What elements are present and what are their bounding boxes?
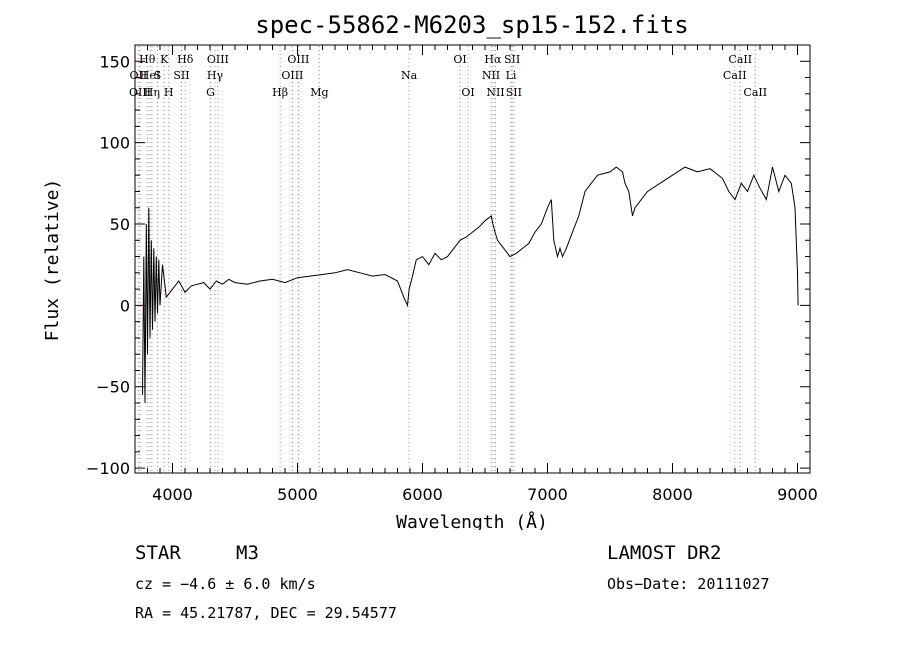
line-label: CaII	[728, 53, 752, 66]
x-axis: 4000 5000 6000 7000 8000 9000	[134, 45, 818, 504]
line-label: Hθ	[139, 53, 156, 66]
line-label: S	[154, 69, 162, 82]
line-label: Hγ	[207, 69, 224, 82]
y-axis-label: Flux (relative)	[42, 179, 63, 342]
spectrum-series	[142, 166, 799, 404]
chart-title: spec-55862-M6203_sp15-152.fits	[255, 11, 688, 39]
line-label: NII	[486, 86, 504, 99]
line-label: CaII	[743, 86, 767, 99]
x-tick-label: 7000	[527, 485, 568, 504]
y-tick-label: 0	[120, 296, 130, 315]
line-label: OI	[461, 86, 474, 99]
line-label: NII	[482, 69, 500, 82]
line-label: OI	[453, 53, 466, 66]
line-label: Mg	[310, 86, 328, 99]
y-tick-label: 100	[99, 134, 130, 153]
line-label: Hδ	[177, 53, 194, 66]
object-type: STAR	[135, 542, 181, 564]
line-label: CaII	[723, 69, 747, 82]
redshift-value: cz = −4.6 ± 6.0 km/s	[135, 575, 316, 593]
x-axis-label: Wavelength (Å)	[396, 511, 548, 530]
y-tick-label: −50	[96, 378, 130, 397]
line-label: OIII	[287, 53, 309, 66]
line-label: Li	[506, 69, 517, 82]
line-label: Na	[401, 69, 418, 82]
y-tick-label: 50	[110, 215, 130, 234]
spectrum-line	[142, 166, 799, 404]
line-label: Hη	[144, 86, 160, 99]
line-label: OIII	[281, 69, 303, 82]
spectral-line-markers: OII OIII Hθ HeI Hη KSH SII Hδ OIII Hγ G Hβ OIII OIII M…	[129, 46, 767, 472]
line-label: OII	[130, 69, 148, 82]
line-label: Hβ	[272, 86, 288, 99]
line-label: SII	[504, 53, 520, 66]
spectrum-chart: spec-55862-M6203_sp15-152.fits OII OIII Hθ…	[42, 11, 818, 530]
survey-name: LAMOST DR2	[607, 542, 722, 564]
x-tick-label: 8000	[652, 485, 693, 504]
object-subclass: M3	[236, 542, 259, 564]
line-label: K	[160, 53, 169, 66]
y-axis: −100 −50 0 50 100 150	[86, 44, 810, 478]
x-tick-label: 9000	[777, 485, 818, 504]
y-tick-label: −100	[86, 459, 130, 478]
observation-date: Obs−Date: 20111027	[607, 575, 770, 593]
line-label: OIII	[207, 53, 229, 66]
line-label: SII	[506, 86, 522, 99]
line-label: OIII	[129, 86, 151, 99]
x-tick-label: 5000	[277, 485, 318, 504]
line-label: SII	[173, 69, 189, 82]
x-tick-label: 4000	[152, 485, 193, 504]
y-tick-label: 150	[99, 52, 130, 71]
coordinates: RA = 45.21787, DEC = 29.54577	[135, 604, 397, 622]
line-label: G	[206, 86, 215, 99]
x-tick-label: 6000	[402, 485, 443, 504]
line-label: H	[164, 86, 174, 99]
plot-frame	[134, 44, 811, 474]
line-label: HeI	[140, 69, 160, 82]
line-label: Hα	[484, 53, 502, 66]
